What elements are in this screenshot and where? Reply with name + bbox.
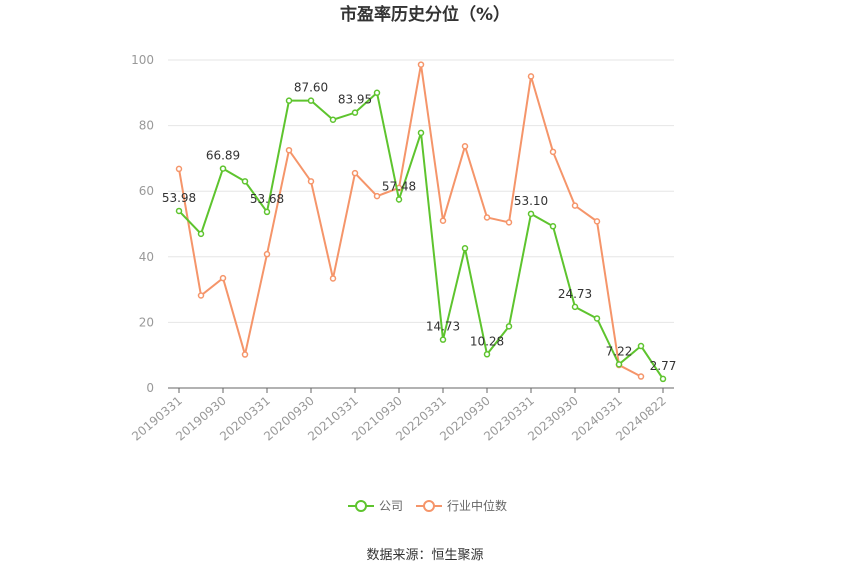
data-label: 53.98 <box>162 191 196 205</box>
data-point[interactable] <box>263 250 271 258</box>
data-point[interactable] <box>527 73 535 80</box>
legend-item-1[interactable]: 行业中位数 <box>416 498 507 513</box>
data-point[interactable] <box>329 116 337 123</box>
series-line-1 <box>178 64 642 378</box>
legend-label: 公司 <box>379 499 403 513</box>
data-point[interactable] <box>307 178 315 185</box>
data-point[interactable] <box>351 169 359 177</box>
data-label: 53.10 <box>514 194 548 208</box>
data-point[interactable] <box>351 109 359 116</box>
data-point[interactable] <box>307 97 315 104</box>
legend-marker <box>423 500 435 512</box>
data-point[interactable] <box>615 361 623 368</box>
legend-item-0[interactable]: 公司 <box>348 499 403 513</box>
data-point[interactable] <box>593 315 601 322</box>
data-point[interactable] <box>505 323 513 330</box>
y-tick-label: 20 <box>139 315 154 329</box>
data-label: 87.60 <box>294 81 328 95</box>
y-tick-label: 60 <box>139 184 154 198</box>
data-point[interactable] <box>241 351 249 358</box>
data-point[interactable] <box>373 192 381 200</box>
y-tick-label: 80 <box>139 119 154 133</box>
source-note: 数据来源：恒生聚源 <box>366 548 483 563</box>
data-point[interactable] <box>175 165 183 173</box>
y-tick-label: 0 <box>146 381 154 395</box>
data-point[interactable] <box>241 178 249 185</box>
series-0 <box>175 89 667 383</box>
data-point[interactable] <box>395 196 403 203</box>
y-axis: 0 20 40 60 80 100 <box>131 53 154 395</box>
data-point[interactable] <box>439 336 447 343</box>
data-point[interactable] <box>505 219 513 226</box>
data-point[interactable] <box>461 143 469 150</box>
series-1 <box>175 61 645 380</box>
data-label: 53.68 <box>250 192 284 206</box>
y-tick-label: 40 <box>139 250 154 264</box>
legend-label: 行业中位数 <box>447 498 507 513</box>
chart-title: 市盈率历史分位（%） <box>340 4 510 25</box>
data-label: 14.73 <box>426 320 460 334</box>
grid <box>168 59 674 323</box>
data-point[interactable] <box>549 223 557 230</box>
data-point[interactable] <box>285 146 293 154</box>
data-point[interactable] <box>439 217 447 224</box>
y-tick-label: 100 <box>131 53 154 67</box>
data-point[interactable] <box>571 303 579 311</box>
data-point[interactable] <box>549 148 557 156</box>
data-point[interactable] <box>637 342 645 350</box>
legend[interactable]: 公司 行业中位数 <box>348 498 507 513</box>
x-axis: 2019033120190930202003312020093020210331… <box>129 387 674 444</box>
data-point[interactable] <box>219 165 227 172</box>
data-point[interactable] <box>329 275 337 282</box>
data-point[interactable] <box>219 274 227 282</box>
data-labels: 53.98 66.89 53.68 87.60 83.95 57.48 14.73 10.28… <box>162 81 677 373</box>
data-point[interactable] <box>197 230 205 238</box>
data-label: 83.95 <box>338 93 372 107</box>
data-label: 66.89 <box>206 149 240 163</box>
data-label: 24.73 <box>558 287 592 301</box>
data-label: 7.22 <box>606 344 633 358</box>
data-point[interactable] <box>417 61 425 68</box>
data-point[interactable] <box>571 202 579 209</box>
data-point[interactable] <box>637 373 645 380</box>
data-point[interactable] <box>285 97 293 104</box>
data-point[interactable] <box>527 210 535 218</box>
data-label: 10.28 <box>470 334 504 348</box>
series-group <box>175 61 667 383</box>
data-point[interactable] <box>263 208 271 216</box>
data-point[interactable] <box>417 129 425 137</box>
data-point[interactable] <box>197 292 205 299</box>
data-label: 57.48 <box>382 179 416 193</box>
data-point[interactable] <box>593 218 601 225</box>
legend-marker <box>355 500 367 512</box>
data-point[interactable] <box>483 351 491 358</box>
data-label: 2.77 <box>650 359 677 373</box>
data-point[interactable] <box>373 89 381 97</box>
data-point[interactable] <box>659 375 667 383</box>
data-point[interactable] <box>483 214 491 221</box>
data-point[interactable] <box>175 207 183 215</box>
data-point[interactable] <box>461 245 469 252</box>
